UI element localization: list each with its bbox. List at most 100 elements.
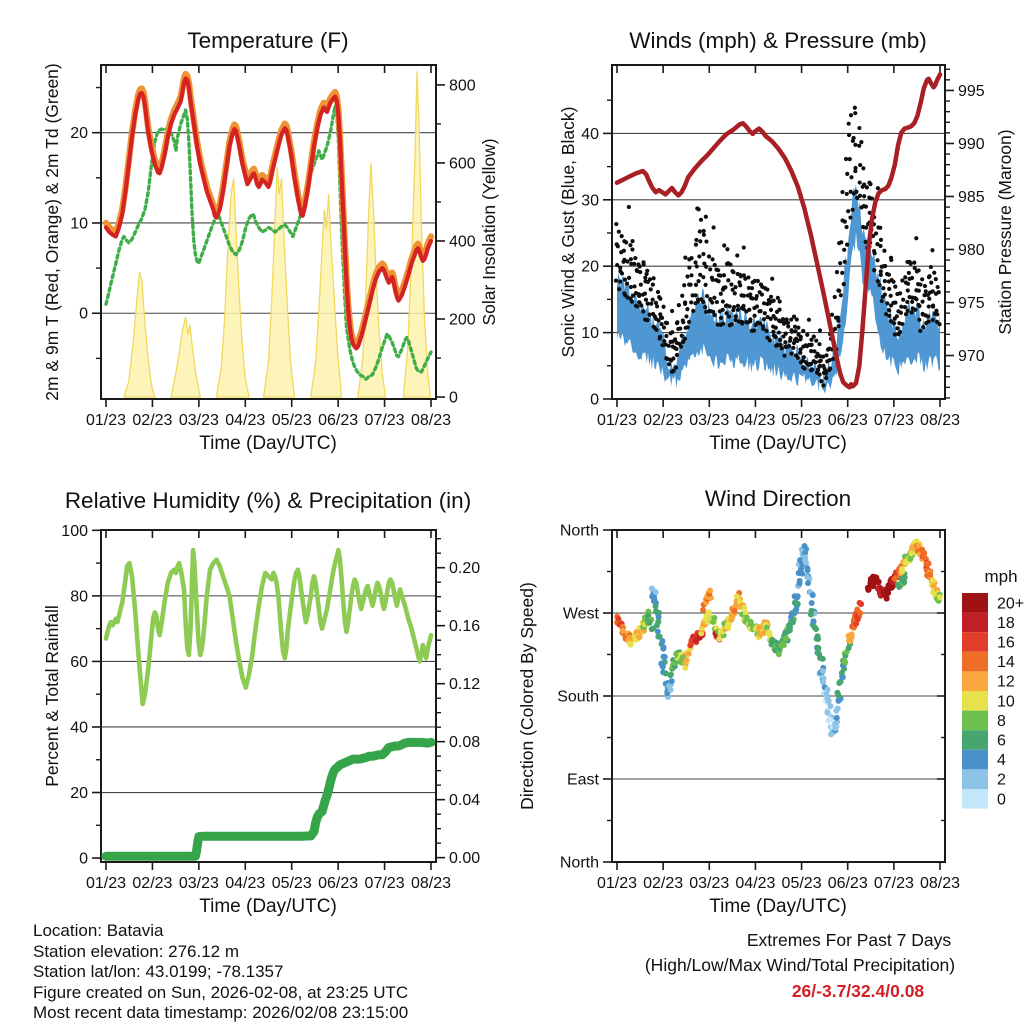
wind-direction-dot — [667, 686, 674, 693]
wind-direction-dot — [875, 578, 882, 585]
yaxis-label-temperature-left: 2m & 9m T (Red, Orange) & 2m Td (Green) — [42, 63, 62, 401]
wind-direction-dot — [654, 628, 661, 635]
gust-dot — [934, 308, 939, 313]
gust-dot — [927, 296, 932, 301]
gust-dot — [814, 338, 819, 343]
gust-dot — [917, 317, 922, 322]
rainfall-line — [101, 737, 436, 861]
gust-dot — [921, 325, 926, 330]
gust-dot — [888, 319, 894, 324]
xaxis-label-direction: Time (Day/UTC) — [709, 896, 847, 917]
wind-direction-dot — [813, 626, 820, 633]
wind-direction-dot — [655, 614, 662, 621]
gust-dot — [729, 322, 734, 327]
gust-dot — [752, 313, 757, 318]
y2-tick-label: 990 — [958, 136, 985, 153]
gust-dot — [898, 310, 903, 315]
colorbar-label: 2 — [997, 772, 1006, 789]
plot-frame — [100, 529, 437, 863]
gust-dot — [678, 326, 683, 331]
gust-dot — [878, 269, 883, 274]
gust-dot — [836, 324, 841, 329]
gust-dot — [695, 297, 701, 302]
gust-dot — [704, 239, 709, 244]
gust-dot — [619, 234, 624, 239]
gust-dot — [846, 209, 851, 214]
yaxis-label-direction-left: Direction (Colored By Speed) — [517, 582, 537, 810]
gust-dot — [893, 284, 898, 289]
gust-dot — [905, 281, 911, 286]
wind-direction-dot — [794, 593, 801, 600]
gust-dot — [886, 272, 892, 277]
wind-direction-dot — [741, 604, 748, 611]
xaxis-label-winds: Time (Day/UTC) — [709, 433, 847, 454]
gust-dot — [798, 347, 803, 352]
gust-dot — [821, 354, 826, 359]
gust-dot — [686, 319, 692, 325]
gust-dot — [732, 291, 737, 296]
gust-dot — [757, 321, 763, 326]
solar-insolation-spike — [262, 166, 296, 398]
gust-dot — [654, 327, 659, 333]
wind-direction-dot — [775, 651, 782, 658]
gust-dot — [644, 271, 649, 277]
gust-dot — [810, 367, 815, 372]
xaxis-label-temperature: Time (Day/UTC) — [199, 433, 337, 454]
wind-direction-dot — [780, 640, 787, 647]
gust-dot — [643, 275, 648, 280]
gust-dot — [622, 277, 628, 282]
colorbar-label: 20+ — [997, 595, 1024, 612]
gust-dot — [724, 311, 729, 316]
wind-direction-dot — [620, 627, 627, 634]
gust-dot — [736, 319, 741, 324]
gust-outlier-dot — [626, 204, 631, 210]
gust-dot — [905, 299, 910, 305]
gust-dot — [664, 333, 669, 339]
gust-dot — [842, 219, 847, 224]
gust-dot — [750, 296, 755, 301]
gust-dot — [916, 268, 921, 273]
gust-dot — [809, 349, 814, 354]
gust-dot — [926, 304, 931, 309]
gust-dot — [688, 282, 693, 287]
chart-title-temperature: Temperature (F) — [187, 28, 349, 53]
gust-dot — [735, 307, 741, 312]
colorbar-cell — [962, 612, 988, 633]
gust-dot — [817, 372, 822, 377]
gust-dot — [852, 105, 857, 110]
wind-direction-dot — [656, 609, 663, 616]
gust-dot — [761, 301, 767, 306]
gust-dot — [842, 247, 847, 252]
y-tick-label: 10 — [70, 215, 88, 232]
gust-dot — [798, 334, 803, 340]
gust-dot — [781, 334, 786, 339]
gust-dot — [706, 254, 712, 259]
gust-dot — [875, 258, 880, 263]
y-tick-label: West — [563, 606, 600, 623]
wind-direction-dot — [710, 618, 717, 625]
gust-dot — [711, 309, 716, 315]
gust-dot — [752, 278, 757, 283]
gust-dot — [821, 383, 826, 388]
gust-dot — [674, 346, 679, 352]
gust-dot — [641, 309, 646, 314]
gust-dot — [857, 125, 862, 131]
gust-dot — [906, 270, 911, 276]
wind-direction-dot — [646, 619, 653, 626]
gust-dot — [682, 283, 687, 288]
gust-dot — [728, 262, 733, 267]
gust-dot — [675, 320, 680, 325]
gust-dot — [897, 329, 903, 335]
wind-direction-dot — [833, 714, 840, 721]
gust-dot — [857, 193, 863, 198]
wind-direction-dot — [660, 645, 667, 652]
gust-dot — [637, 300, 642, 305]
gust-dot — [741, 303, 746, 309]
gust-dot — [848, 215, 853, 220]
wind-direction-dot — [925, 560, 932, 567]
y-tick-label: 0 — [590, 392, 599, 409]
gust-dot — [733, 285, 738, 290]
gust-dot — [693, 242, 699, 247]
x-tick-label: 05/23 — [272, 412, 312, 429]
gust-dot — [844, 242, 850, 247]
